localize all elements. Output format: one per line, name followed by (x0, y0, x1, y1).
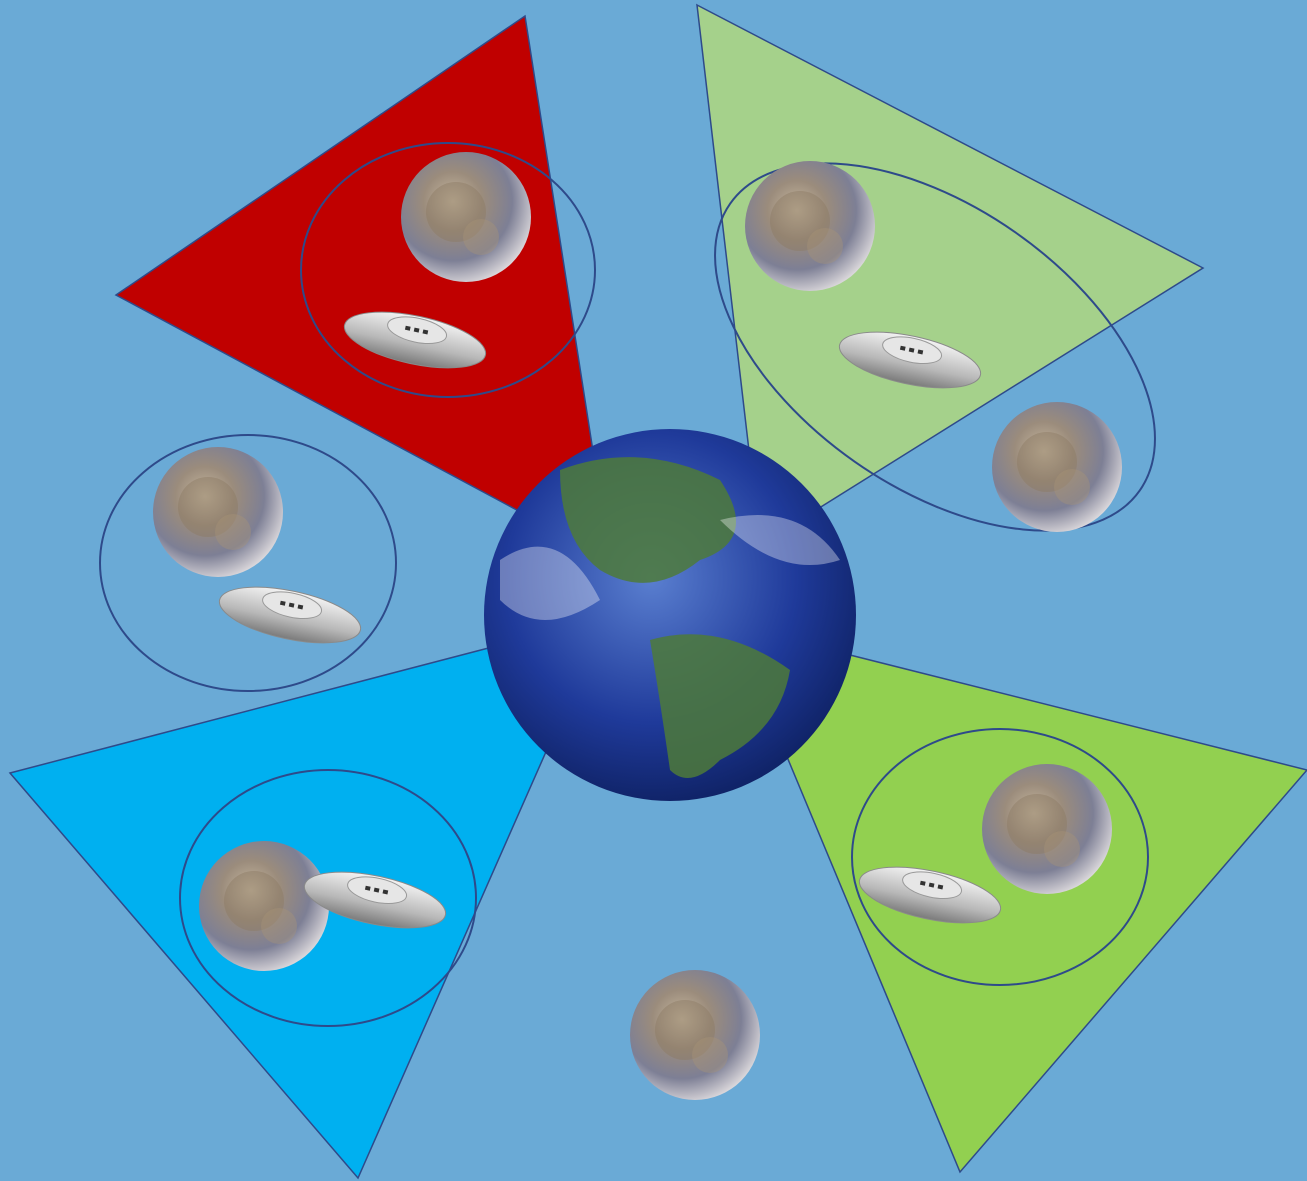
orbit (179, 769, 477, 1027)
earth (484, 429, 856, 801)
moon (630, 970, 760, 1100)
light-green-triangle (696, 3, 1205, 547)
orbit (99, 434, 397, 692)
moon (153, 447, 283, 577)
green-triangle (779, 654, 1307, 1174)
ufo (214, 576, 366, 654)
moon (982, 764, 1112, 894)
moon (992, 402, 1122, 532)
moon (745, 161, 875, 291)
moon (199, 841, 329, 971)
red-triangle (114, 14, 611, 562)
orbit (714, 162, 1156, 532)
moon (401, 152, 531, 282)
orbit (851, 728, 1149, 986)
orbit (300, 142, 596, 398)
